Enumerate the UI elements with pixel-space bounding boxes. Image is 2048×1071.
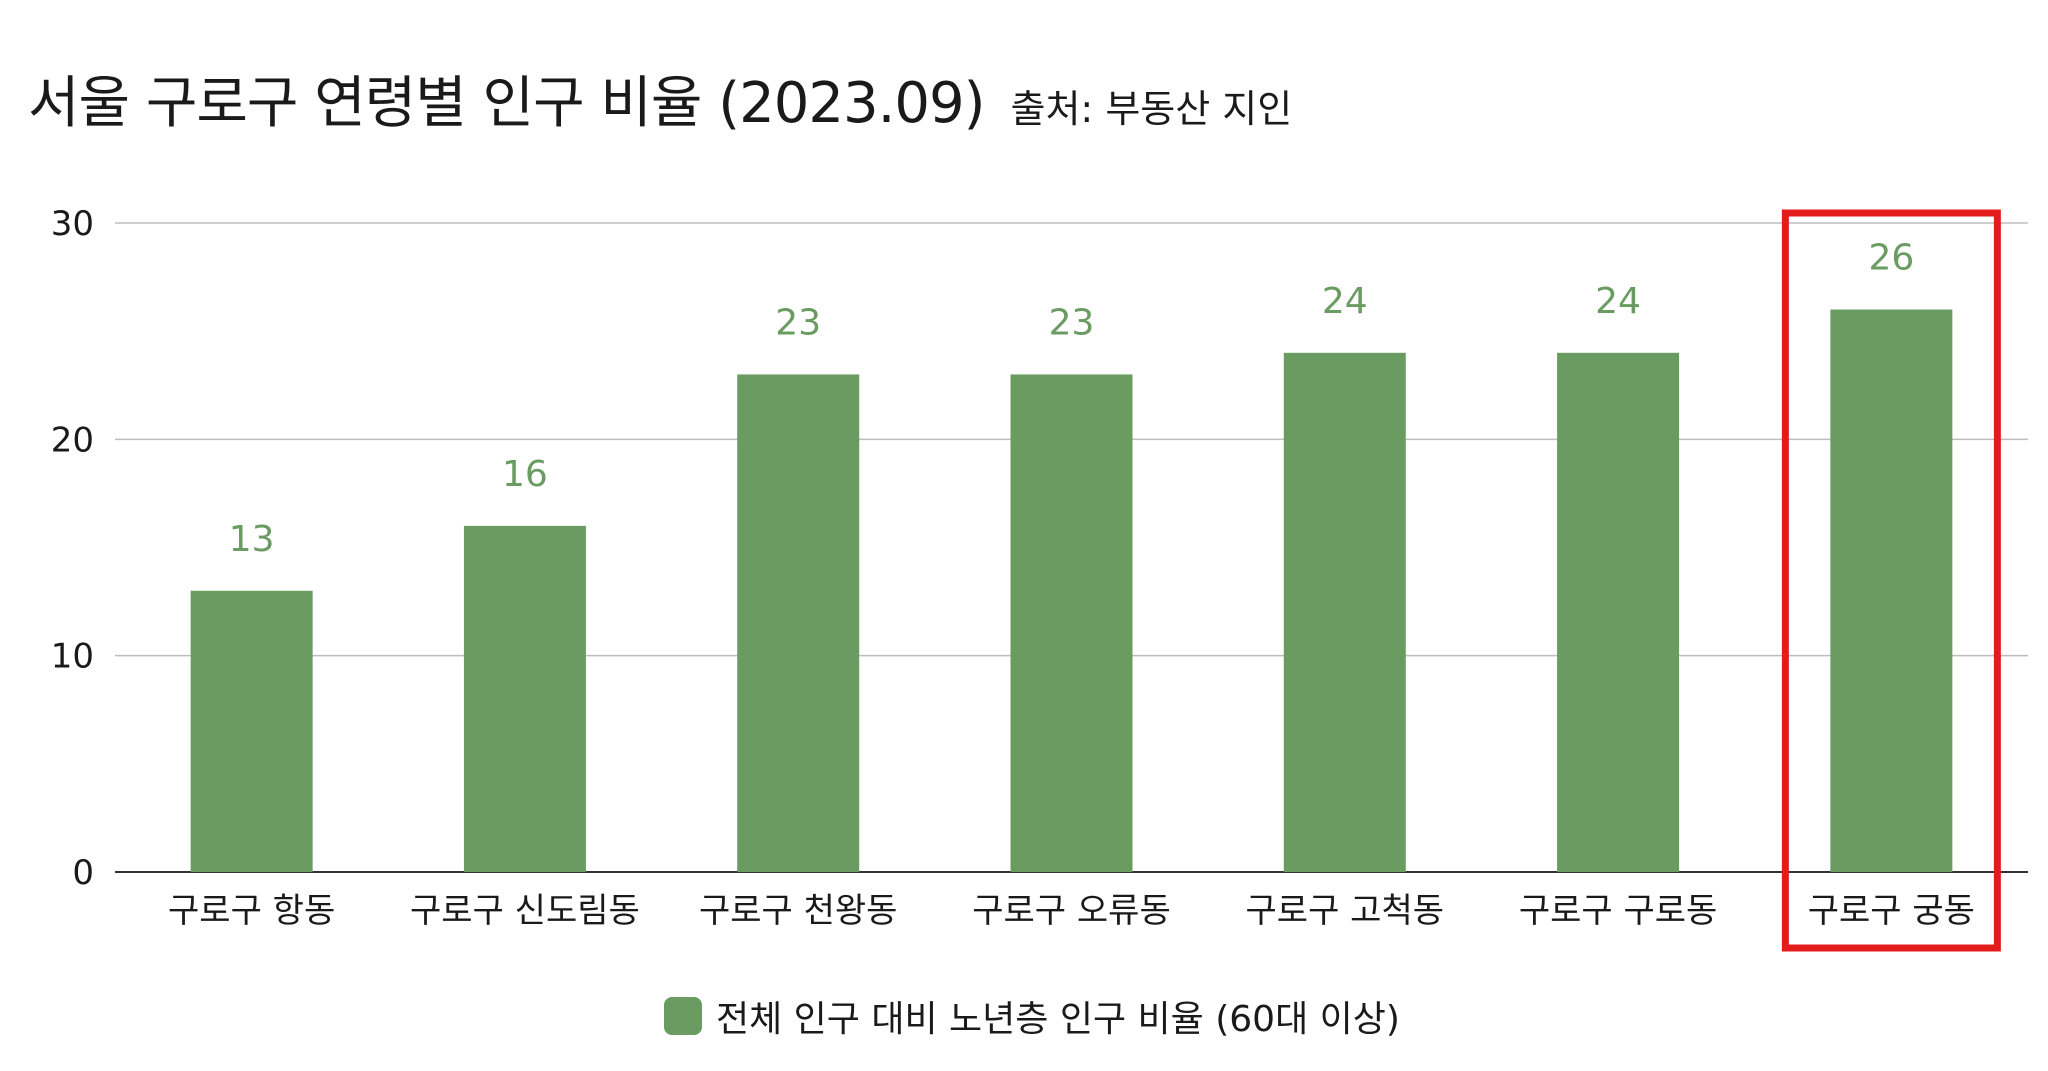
legend-label: 전체 인구 대비 노년층 인구 비율 (60대 이상) — [716, 999, 1400, 1040]
bar — [1010, 374, 1133, 872]
data-label: 26 — [1868, 238, 1914, 279]
chart-title: 서울 구로구 연령별 인구 비율 (2023.09) — [28, 71, 986, 136]
data-label: 24 — [1322, 281, 1368, 322]
chart-source: 출처: 부동산 지인 — [1010, 87, 1293, 131]
y-tick-label: 10 — [51, 637, 94, 677]
y-tick-label: 20 — [51, 420, 94, 460]
legend-swatch — [664, 997, 702, 1035]
chart-legend: 전체 인구 대비 노년층 인구 비율 (60대 이상) — [664, 990, 1400, 1042]
data-label: 23 — [775, 302, 821, 343]
y-tick-label: 0 — [72, 853, 94, 893]
bar — [463, 525, 586, 872]
x-tick-label: 구로구 신도림동 — [410, 891, 640, 931]
data-label: 16 — [502, 454, 548, 495]
x-tick-label: 구로구 천왕동 — [699, 891, 898, 931]
x-tick-label: 구로구 오류동 — [972, 891, 1171, 931]
bar — [1557, 352, 1680, 872]
data-label: 13 — [229, 519, 275, 560]
y-tick-label: 30 — [51, 204, 94, 244]
x-tick-label: 구로구 구로동 — [1519, 891, 1718, 931]
bar — [1830, 309, 1953, 872]
data-label: 24 — [1595, 281, 1641, 322]
data-label: 23 — [1049, 302, 1095, 343]
x-tick-label: 구로구 궁동 — [1808, 891, 1975, 931]
x-tick-label: 구로구 항동 — [168, 891, 335, 931]
highlight-box — [1781, 209, 2001, 952]
bar — [737, 374, 860, 872]
bar — [1283, 352, 1406, 872]
bar — [190, 590, 313, 872]
chart-title-row: 서울 구로구 연령별 인구 비율 (2023.09) 출처: 부동산 지인 — [28, 58, 1292, 139]
x-tick-label: 구로구 고척동 — [1246, 891, 1445, 931]
